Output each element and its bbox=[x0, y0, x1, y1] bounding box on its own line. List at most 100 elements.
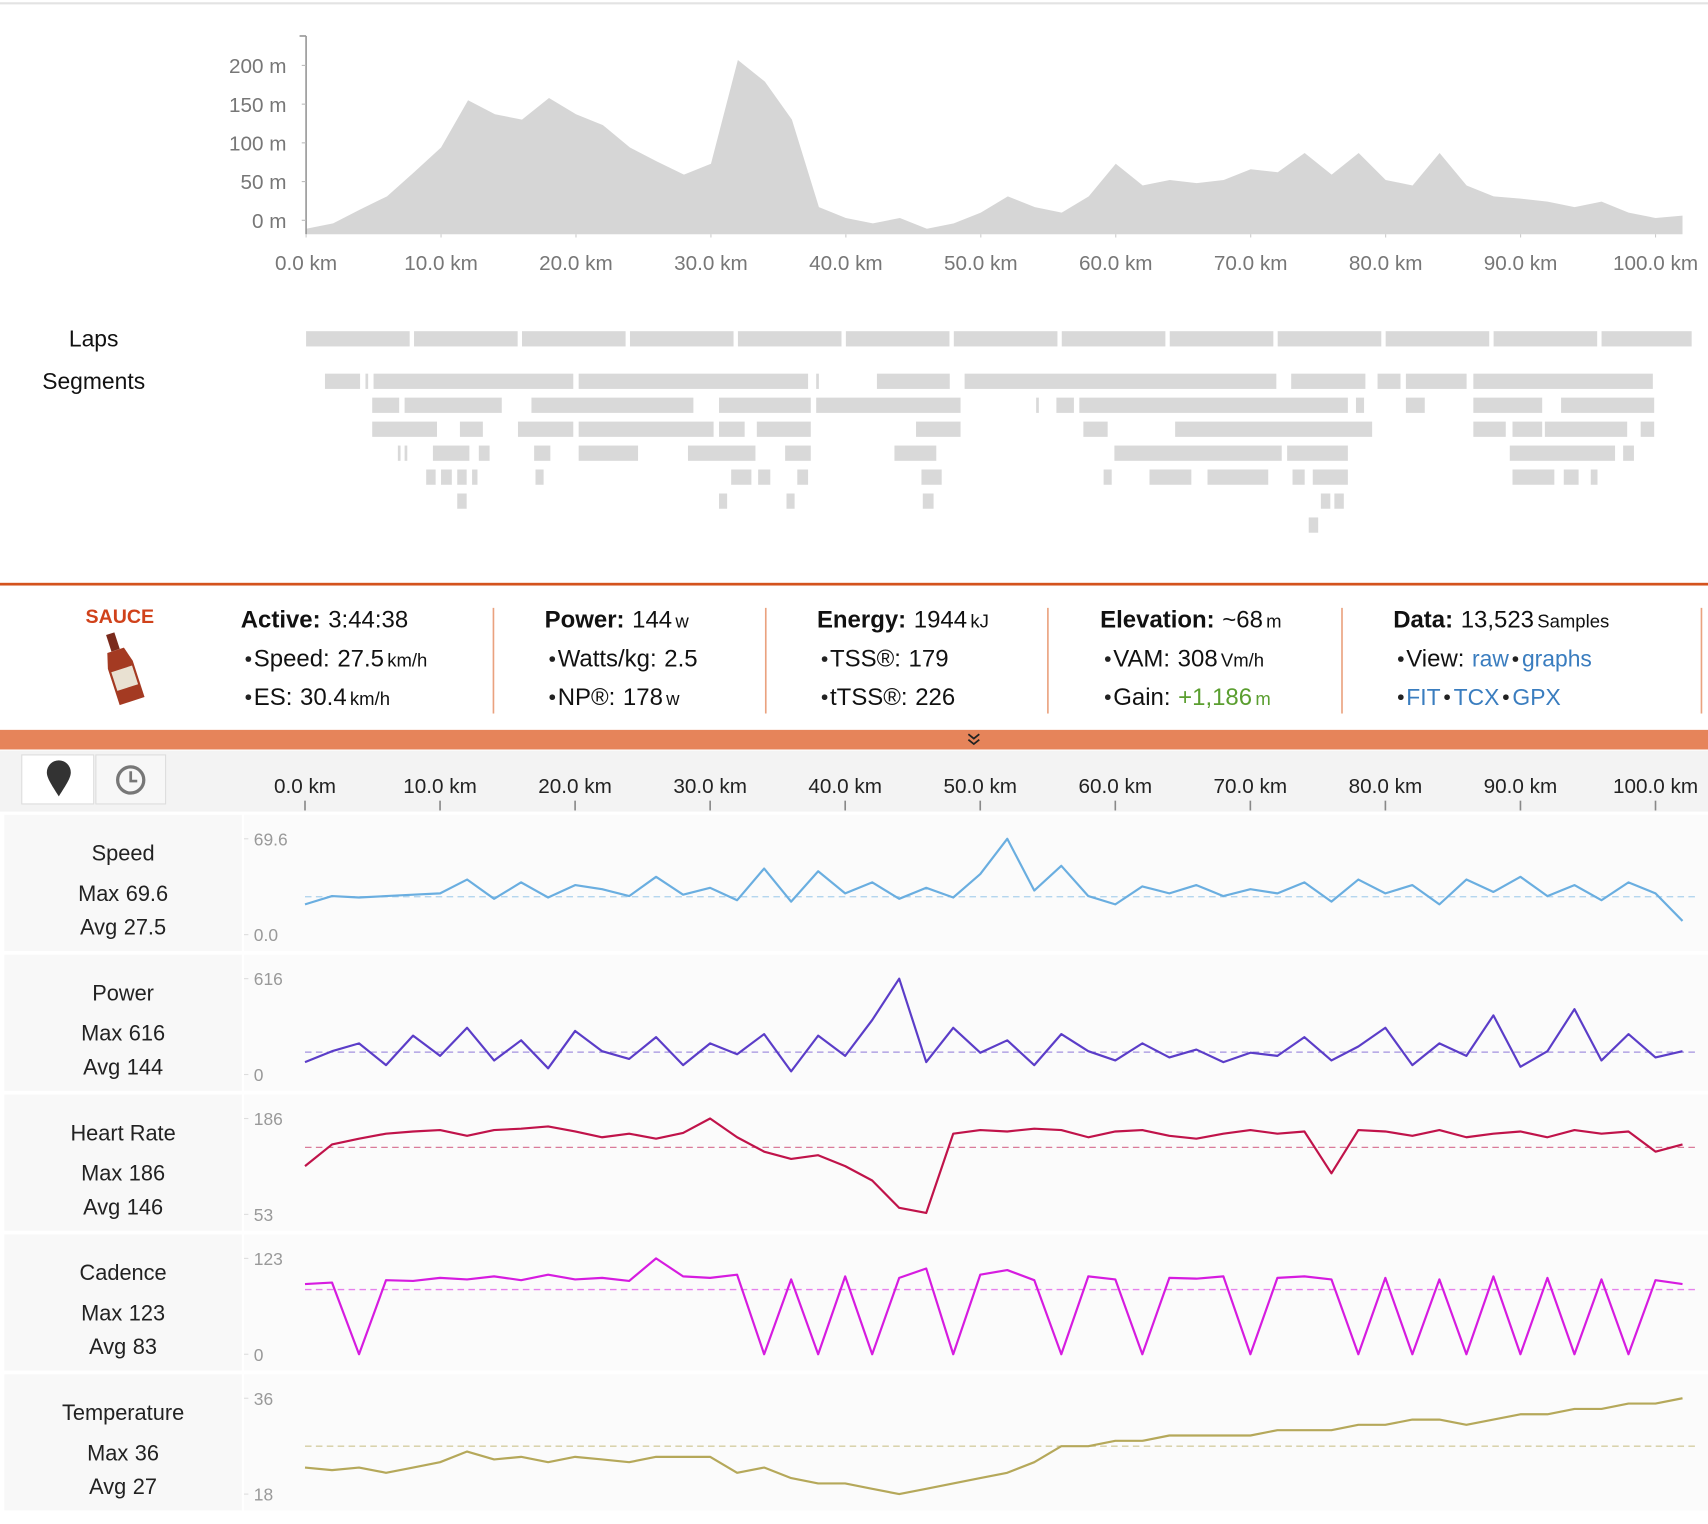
data-link[interactable]: graphs bbox=[1522, 646, 1592, 672]
stream-line bbox=[304, 1257, 1683, 1356]
x-tick-label: 20.0 km bbox=[539, 252, 613, 275]
segment-bar bbox=[432, 445, 470, 461]
segment-bar bbox=[373, 373, 574, 389]
item-unit: m bbox=[1255, 688, 1270, 709]
segment-bar bbox=[1287, 445, 1348, 461]
stream-plot-area bbox=[244, 1094, 1708, 1231]
lap-bar bbox=[1169, 331, 1274, 347]
item-value: 178 bbox=[623, 684, 663, 711]
lap-bar bbox=[845, 331, 950, 347]
segment-bar bbox=[1473, 421, 1506, 437]
elevation-area bbox=[306, 59, 1683, 235]
lap-bar bbox=[1385, 331, 1490, 347]
segment-bar bbox=[1473, 397, 1543, 413]
segment-bar bbox=[372, 421, 437, 437]
segment-bar bbox=[921, 469, 942, 485]
stat-label: Energy: bbox=[817, 606, 906, 633]
x-tick-label: 50.0 km bbox=[943, 775, 1017, 798]
item-label: ES: bbox=[254, 684, 293, 711]
data-link[interactable]: FIT bbox=[1406, 684, 1440, 710]
segment-bar bbox=[1207, 469, 1269, 485]
y-tick-label: 0 m bbox=[252, 210, 287, 233]
y-tick-label: 100 m bbox=[229, 132, 287, 155]
divider bbox=[0, 582, 1708, 586]
segment-bar bbox=[1590, 469, 1598, 485]
stat-value: ~68 bbox=[1222, 606, 1263, 633]
stream-max: Max 36 bbox=[87, 1440, 159, 1465]
segment-bar bbox=[426, 469, 436, 485]
x-tick-label: 70.0 km bbox=[1214, 252, 1288, 275]
segment-bar bbox=[1512, 421, 1543, 437]
segment-bar bbox=[1512, 469, 1555, 485]
stream-avg-value: 144 bbox=[127, 1055, 163, 1080]
stream-line bbox=[304, 1117, 1683, 1215]
segment-bar bbox=[1509, 445, 1616, 461]
segment-bar bbox=[1312, 469, 1348, 485]
stream-name: Power bbox=[92, 980, 154, 1005]
data-link[interactable]: GPX bbox=[1512, 684, 1560, 710]
item-unit: Vm/h bbox=[1221, 650, 1264, 671]
stream-label-cell bbox=[4, 954, 242, 1091]
x-tick-label: 80.0 km bbox=[1349, 252, 1423, 275]
stream-max: Max 616 bbox=[81, 1021, 165, 1046]
segment-bar bbox=[1320, 493, 1331, 509]
segment-bar bbox=[1292, 469, 1305, 485]
stream-avg-label: Avg bbox=[80, 915, 117, 940]
item-label: Speed: bbox=[254, 646, 330, 673]
stream-plot-area bbox=[244, 1234, 1708, 1371]
segment-bar bbox=[535, 469, 544, 485]
y-tick-label: 0.0 bbox=[254, 925, 278, 945]
stream-avg-value: 27 bbox=[133, 1474, 157, 1499]
x-tick-label: 80.0 km bbox=[1349, 775, 1423, 798]
stat-value: 144 bbox=[632, 606, 672, 633]
item-label: VAM: bbox=[1113, 646, 1170, 673]
segment-bar bbox=[964, 373, 1277, 389]
clock-hands bbox=[129, 771, 138, 783]
stream-max-label: Max bbox=[81, 1021, 122, 1046]
segment-bar bbox=[1291, 373, 1366, 389]
stream-max: Max 186 bbox=[81, 1161, 165, 1186]
segment-bar bbox=[797, 469, 809, 485]
item-unit: w bbox=[665, 688, 680, 709]
stream-max: Max 123 bbox=[81, 1300, 165, 1325]
segment-bar bbox=[1083, 421, 1108, 437]
x-tick-label: 70.0 km bbox=[1214, 775, 1288, 798]
item-value: +1,186 bbox=[1178, 684, 1252, 711]
bullet bbox=[1104, 694, 1111, 701]
stream-avg: Avg 27.5 bbox=[80, 915, 166, 940]
bullet bbox=[821, 694, 828, 701]
stream-label-cell bbox=[4, 1234, 242, 1371]
segment-bar bbox=[1623, 445, 1634, 461]
stat-unit: kJ bbox=[970, 610, 988, 631]
bullet bbox=[549, 694, 556, 701]
segment-bar bbox=[1079, 397, 1348, 413]
lap-bar bbox=[1601, 331, 1692, 347]
bullet bbox=[1397, 656, 1404, 662]
expand-icon[interactable] bbox=[967, 733, 980, 746]
stream-name: Heart Rate bbox=[70, 1120, 175, 1145]
item-label: tTSS®: bbox=[830, 684, 908, 711]
data-link[interactable]: TCX bbox=[1454, 684, 1500, 710]
y-tick-label: 69.6 bbox=[254, 829, 288, 849]
y-tick-label: 0 bbox=[254, 1345, 264, 1365]
stream-label-cell bbox=[4, 1374, 242, 1511]
y-tick-label: 200 m bbox=[229, 55, 287, 78]
segment-bar bbox=[578, 373, 809, 389]
stream-avg: Avg 146 bbox=[83, 1194, 163, 1219]
data-link[interactable]: raw bbox=[1472, 646, 1509, 672]
y-tick-label: 616 bbox=[254, 969, 283, 989]
expand-bar[interactable] bbox=[0, 729, 1708, 750]
stat-value: 3:44:38 bbox=[328, 606, 408, 633]
segment-bar bbox=[731, 469, 752, 485]
stream-plot-area bbox=[244, 954, 1708, 1091]
y-tick-label: 50 m bbox=[240, 171, 286, 194]
stream-line bbox=[304, 837, 1684, 922]
laps-label: Laps bbox=[69, 325, 119, 351]
stream-name: Temperature bbox=[62, 1400, 184, 1425]
logo-text: SAUCE bbox=[86, 606, 155, 628]
x-tick-label: 40.0 km bbox=[809, 252, 883, 275]
stat-value: 1944 bbox=[914, 606, 967, 633]
segment-bar bbox=[372, 397, 400, 413]
segment-bar bbox=[785, 445, 811, 461]
segment-bar bbox=[719, 421, 745, 437]
